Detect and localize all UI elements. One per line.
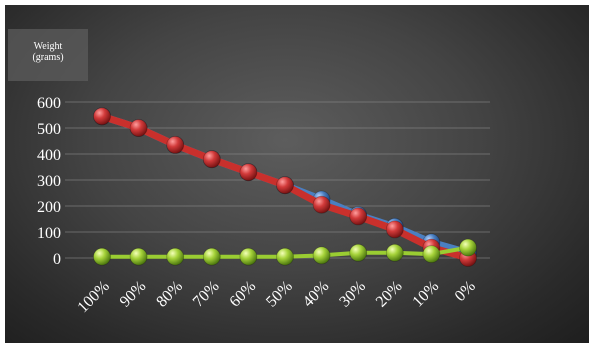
y-tick-label: 200 <box>37 199 61 216</box>
series-2-point <box>349 243 368 262</box>
x-tick-label: 90% <box>117 278 150 311</box>
series-1-point <box>202 150 221 169</box>
series-2-point <box>385 243 404 262</box>
series-1-point <box>166 135 185 154</box>
series-2-point <box>93 247 111 266</box>
x-tick-label: 80% <box>153 278 186 311</box>
series-1-point <box>129 119 148 137</box>
series-1-point <box>349 207 368 226</box>
y-tick-label: 0 <box>53 251 61 268</box>
series-1-point <box>312 195 331 214</box>
series-2-point <box>312 246 331 265</box>
y-tick-label: 100 <box>37 225 61 242</box>
x-tick-label: 70% <box>190 278 223 311</box>
series-2-point <box>239 247 258 266</box>
series-1-point <box>93 107 111 126</box>
series-2-point <box>276 247 294 266</box>
y-tick-label: 600 <box>37 95 61 112</box>
series-1-point <box>385 220 404 239</box>
x-tick-label: 0% <box>452 278 479 305</box>
chart-area: Weight (grams) 0 100 200 300 400 500 600 100% <box>5 5 589 343</box>
series-2-point <box>129 247 148 266</box>
y-tick-label: 400 <box>37 147 61 164</box>
x-tick-label: 10% <box>409 278 442 311</box>
x-tick-label: 20% <box>373 278 406 311</box>
series-2-point <box>202 247 221 266</box>
y-axis-label-line-2: (grams) <box>32 52 64 63</box>
x-tick-label: 40% <box>300 278 333 311</box>
series-2-point <box>459 238 477 257</box>
y-tick-label: 500 <box>37 121 61 138</box>
x-tick-label: 60% <box>226 278 259 311</box>
plot-svg: 0 100 200 300 400 500 600 100% 90% 80% 70% 60% 50% 4… <box>37 95 490 316</box>
series-1-point <box>239 163 258 182</box>
series-1-point <box>276 176 294 195</box>
x-tick-label: 50% <box>263 278 296 311</box>
x-tick-label: 100% <box>74 278 112 316</box>
y-tick-label: 300 <box>37 173 61 190</box>
y-axis-label-box: Weight (grams) <box>8 29 88 81</box>
series-2-point <box>422 245 441 264</box>
x-tick-label: 30% <box>336 278 369 311</box>
series-2-point <box>166 247 185 266</box>
y-axis-label-line-1: Weight <box>33 41 63 52</box>
